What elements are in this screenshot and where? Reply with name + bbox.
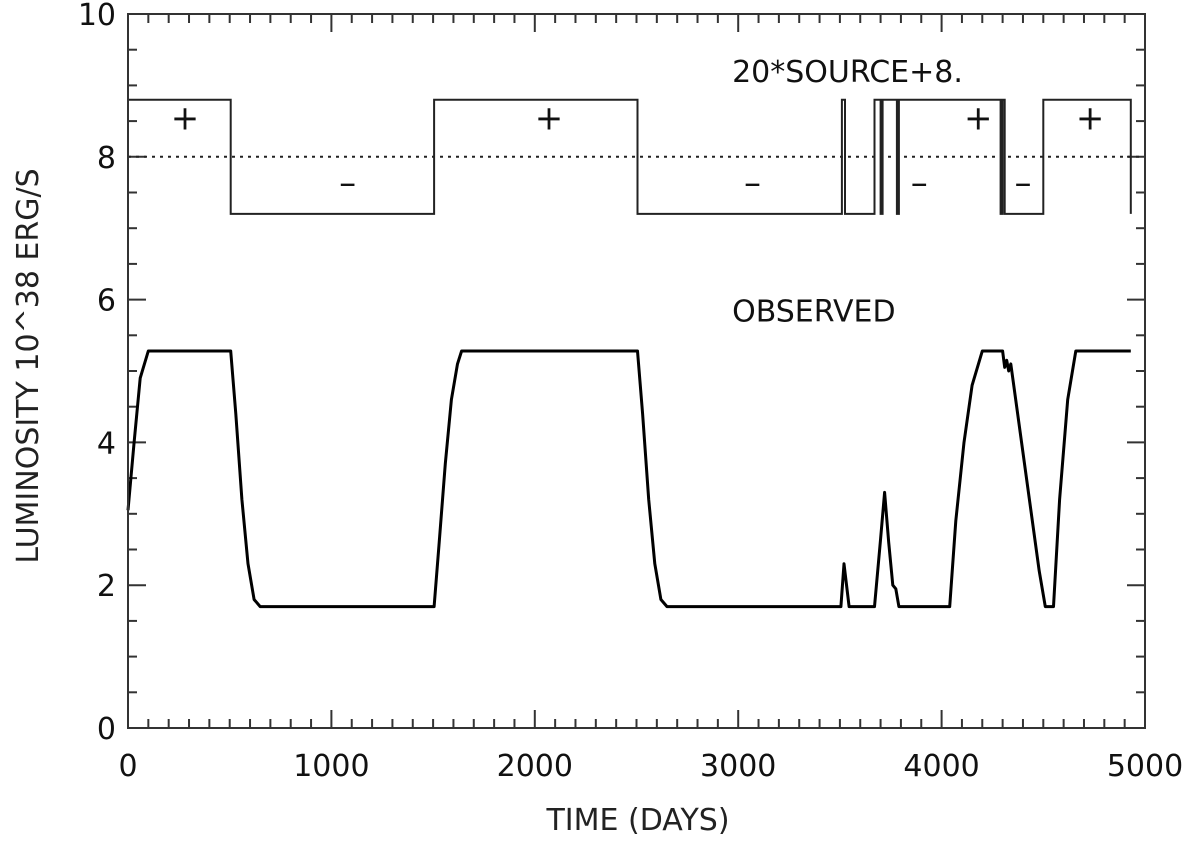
y-tick-label: 0: [97, 712, 116, 747]
x-tick-label: 4000: [903, 749, 979, 784]
y-tick-label: 8: [97, 141, 116, 176]
x-axis-title: TIME (DAYS): [545, 803, 729, 838]
observed-series-line: [126, 349, 1131, 609]
y-tick-label: 2: [97, 569, 116, 604]
x-tick-label: 5000: [1107, 749, 1183, 784]
observed-annotation: OBSERVED: [732, 294, 895, 329]
x-tick-label: 3000: [700, 749, 776, 784]
y-tick-label: 10: [78, 0, 116, 33]
plus-sign-label: +: [1076, 99, 1105, 139]
y-tick-label: 4: [97, 426, 116, 461]
y-axis-title: LUMINOSITY 10^38 ERG/S: [11, 168, 46, 563]
source-series-line: [128, 98, 1132, 215]
x-tick-label: 1000: [293, 749, 369, 784]
minus-sign-label: –: [744, 163, 761, 203]
plus-sign-label: +: [171, 99, 200, 139]
series-layer: [126, 98, 1145, 609]
x-tick-label: 2000: [497, 749, 573, 784]
plot-frame: [127, 13, 1146, 729]
minus-sign-label: –: [339, 163, 356, 203]
y-tick-label: 6: [97, 284, 116, 319]
plus-sign-label: +: [535, 99, 564, 139]
minus-sign-label: –: [1014, 163, 1031, 203]
minus-sign-label: –: [911, 163, 928, 203]
plus-sign-label: +: [964, 99, 993, 139]
source-annotation: 20*SOURCE+8.: [732, 55, 963, 90]
x-tick-label: 0: [118, 749, 137, 784]
